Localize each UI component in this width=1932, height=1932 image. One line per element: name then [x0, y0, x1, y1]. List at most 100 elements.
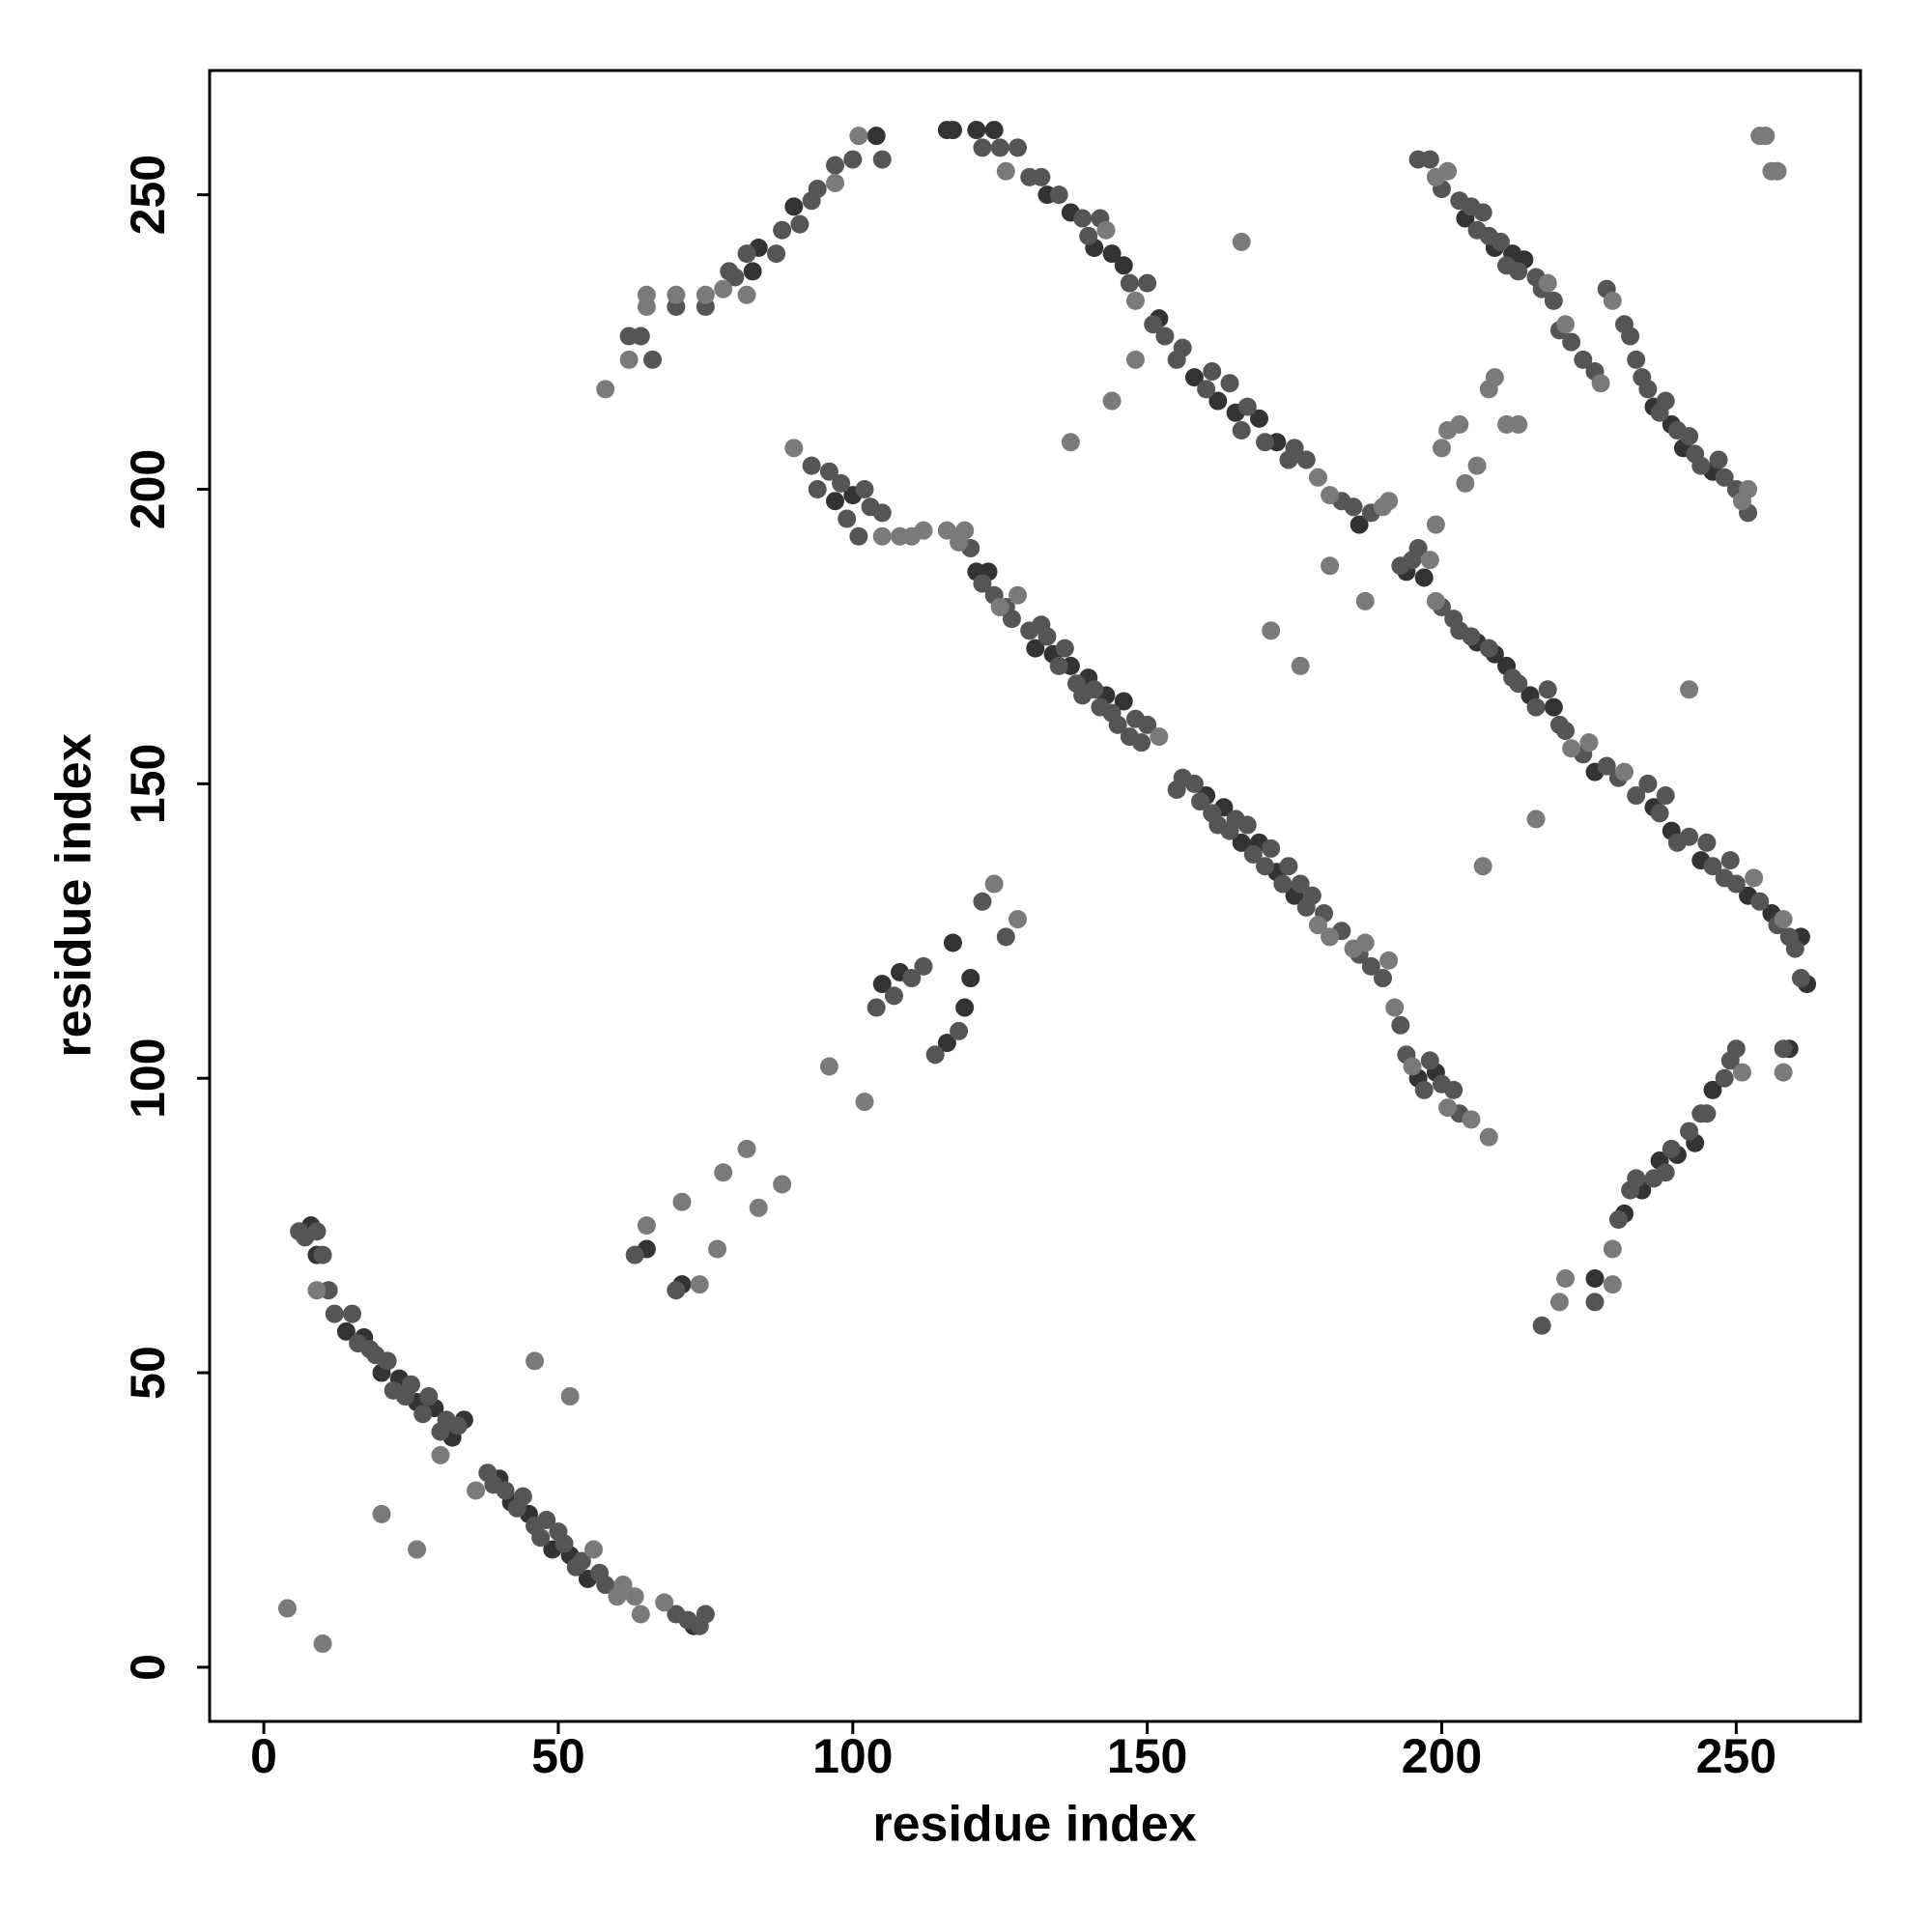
point — [819, 1057, 838, 1076]
point — [1638, 774, 1658, 793]
point — [1208, 391, 1228, 411]
point — [1191, 792, 1210, 811]
point — [737, 244, 756, 264]
point — [631, 1605, 650, 1624]
point — [1562, 739, 1581, 758]
point — [1237, 397, 1257, 416]
point — [667, 285, 686, 304]
y-tick-label: 50 — [121, 1346, 175, 1400]
point — [1285, 439, 1304, 458]
point — [1562, 332, 1581, 352]
point — [990, 597, 1009, 616]
point — [725, 268, 745, 287]
point — [1603, 1239, 1622, 1259]
point — [496, 1481, 515, 1500]
point — [1574, 350, 1593, 369]
point — [1243, 845, 1263, 865]
point — [1203, 362, 1222, 382]
point — [1680, 427, 1699, 446]
point — [808, 180, 827, 199]
point — [1426, 515, 1445, 534]
point — [984, 874, 1004, 894]
point — [1544, 697, 1563, 717]
point — [1061, 433, 1080, 452]
point — [1408, 538, 1428, 557]
point — [655, 1593, 674, 1612]
point — [843, 150, 863, 169]
point — [1526, 810, 1546, 829]
point — [1627, 786, 1646, 806]
point — [1526, 697, 1546, 717]
point — [902, 969, 922, 988]
point — [526, 1351, 545, 1371]
point — [372, 1504, 391, 1523]
point — [808, 479, 827, 498]
point — [1549, 1293, 1569, 1312]
point — [784, 197, 804, 216]
point — [990, 138, 1009, 157]
point — [1114, 256, 1133, 275]
point — [1538, 680, 1557, 699]
point — [1720, 851, 1740, 870]
point — [855, 1093, 874, 1112]
point — [619, 350, 639, 369]
point — [1355, 933, 1375, 952]
point — [1579, 733, 1599, 753]
point — [1125, 350, 1145, 369]
point — [872, 526, 892, 546]
point — [1656, 786, 1675, 806]
point — [943, 933, 962, 952]
point — [1321, 486, 1340, 505]
point — [773, 1175, 792, 1194]
point — [790, 214, 810, 234]
point — [1273, 874, 1293, 894]
point — [884, 986, 903, 1006]
point — [1379, 951, 1399, 970]
point — [737, 285, 756, 304]
point — [402, 1375, 421, 1394]
point — [1073, 209, 1093, 228]
point — [1256, 857, 1275, 876]
point — [1009, 910, 1028, 929]
point — [1296, 450, 1316, 469]
point — [1302, 886, 1321, 905]
point — [1603, 291, 1622, 310]
point — [343, 1304, 362, 1323]
point — [1420, 1051, 1439, 1070]
point — [431, 1445, 450, 1464]
point — [1232, 833, 1251, 852]
x-tick-label: 50 — [531, 1729, 585, 1783]
point — [1144, 315, 1163, 334]
point — [1138, 273, 1157, 293]
point — [708, 1239, 727, 1259]
point — [1756, 127, 1776, 146]
point — [1715, 468, 1734, 487]
point — [637, 1216, 656, 1236]
point — [749, 1198, 768, 1217]
point — [1656, 1163, 1675, 1182]
point — [1433, 439, 1452, 458]
point — [625, 1245, 644, 1264]
point — [307, 1281, 327, 1300]
point — [914, 956, 933, 976]
point — [325, 1304, 344, 1323]
point — [1597, 756, 1616, 776]
point — [867, 998, 886, 1017]
point — [1509, 414, 1528, 434]
point — [1426, 591, 1445, 611]
point — [714, 1163, 733, 1182]
point — [1355, 591, 1375, 611]
point — [584, 1540, 604, 1559]
y-tick-label: 0 — [121, 1654, 175, 1681]
point — [826, 173, 845, 192]
point — [1114, 692, 1133, 711]
point — [1603, 1275, 1622, 1294]
point — [1138, 715, 1157, 734]
y-tick-label: 150 — [121, 744, 175, 824]
point — [1420, 150, 1439, 169]
point — [832, 473, 851, 493]
point — [1509, 674, 1528, 694]
point — [1132, 733, 1151, 753]
point — [1184, 368, 1204, 387]
point — [1403, 1057, 1422, 1076]
